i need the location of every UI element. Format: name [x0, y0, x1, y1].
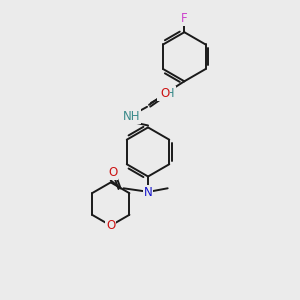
Text: O: O	[108, 166, 117, 179]
Text: F: F	[181, 12, 188, 25]
Text: O: O	[160, 87, 169, 100]
Text: NH: NH	[123, 110, 140, 123]
Text: O: O	[106, 219, 116, 232]
Text: NH: NH	[158, 87, 176, 100]
Text: N: N	[144, 186, 152, 199]
